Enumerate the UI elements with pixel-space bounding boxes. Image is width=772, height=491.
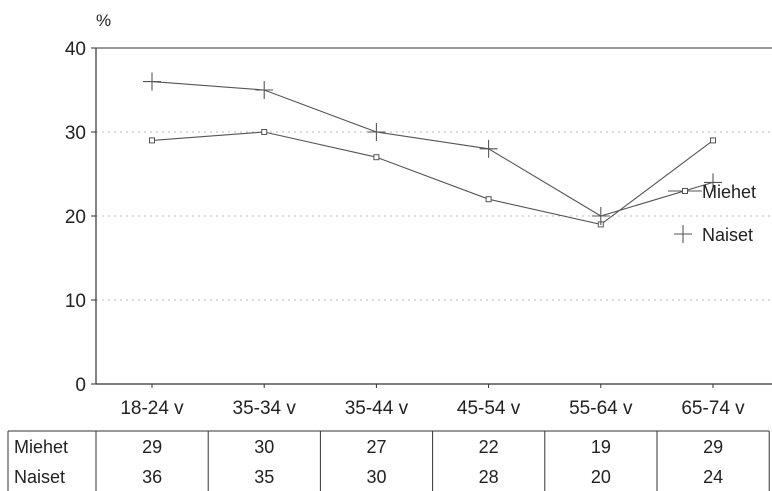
table-cell: 24 bbox=[703, 467, 723, 487]
x-tick-label: 35-34 v bbox=[233, 398, 297, 419]
data-point-plus bbox=[255, 81, 273, 99]
legend-label: Naiset bbox=[702, 225, 753, 245]
y-axis: 0 10 20 30 40 bbox=[65, 39, 96, 396]
data-point-square bbox=[711, 138, 716, 143]
data-point-plus bbox=[674, 225, 692, 243]
table-row-naiset: Naiset 36 35 30 28 20 24 bbox=[14, 467, 723, 487]
table-row-miehet: Miehet 29 30 27 22 19 29 bbox=[14, 437, 723, 457]
y-tick-label: 30 bbox=[65, 123, 86, 144]
data-point-plus bbox=[143, 73, 161, 91]
table-cell: 28 bbox=[479, 467, 499, 487]
x-tick-label: 45-54 v bbox=[457, 398, 521, 419]
legend: Miehet Naiset bbox=[668, 182, 756, 245]
series-group bbox=[143, 73, 722, 227]
series-line bbox=[152, 132, 713, 224]
table-row-label: Miehet bbox=[14, 437, 68, 457]
x-axis: 18-24 v 35-34 v 35-44 v 45-54 v 55-64 v 65-74… bbox=[120, 384, 745, 419]
table-cell: 29 bbox=[703, 437, 723, 457]
y-axis-unit-label: % bbox=[96, 11, 111, 30]
data-point-square bbox=[374, 155, 379, 160]
data-table: Miehet 29 30 27 22 19 29 Naiset 36 35 30 28 20 24 bbox=[8, 431, 769, 491]
table-cell: 20 bbox=[591, 467, 611, 487]
y-tick-label: 20 bbox=[65, 207, 86, 228]
y-tick-label: 0 bbox=[75, 375, 86, 396]
x-tick-label: 65-74 v bbox=[681, 398, 745, 419]
x-tick-label: 35-44 v bbox=[345, 398, 409, 419]
x-tick-label: 18-24 v bbox=[120, 398, 184, 419]
table-cell: 30 bbox=[366, 467, 386, 487]
table-cell: 30 bbox=[254, 437, 274, 457]
data-point-plus bbox=[367, 123, 385, 141]
grid-lines bbox=[96, 132, 772, 300]
data-point-plus bbox=[592, 207, 610, 225]
table-row-label: Naiset bbox=[14, 467, 65, 487]
data-point-square bbox=[683, 189, 688, 194]
data-point-square bbox=[150, 138, 155, 143]
table-cell: 19 bbox=[591, 437, 611, 457]
data-point-square bbox=[486, 197, 491, 202]
series-miehet bbox=[150, 130, 716, 227]
series-line bbox=[152, 82, 713, 216]
table-cell: 35 bbox=[254, 467, 274, 487]
table-cell: 27 bbox=[366, 437, 386, 457]
data-point-square bbox=[262, 130, 267, 135]
legend-label: Miehet bbox=[702, 182, 756, 202]
data-point-plus bbox=[480, 140, 498, 158]
table-cell: 36 bbox=[142, 467, 162, 487]
table-cell: 29 bbox=[142, 437, 162, 457]
y-tick-label: 40 bbox=[65, 39, 86, 60]
series-naiset bbox=[143, 73, 722, 225]
legend-item-naiset: Naiset bbox=[674, 225, 753, 245]
x-tick-label: 55-64 v bbox=[569, 398, 633, 419]
y-tick-label: 10 bbox=[65, 291, 86, 312]
table-cell: 22 bbox=[479, 437, 499, 457]
